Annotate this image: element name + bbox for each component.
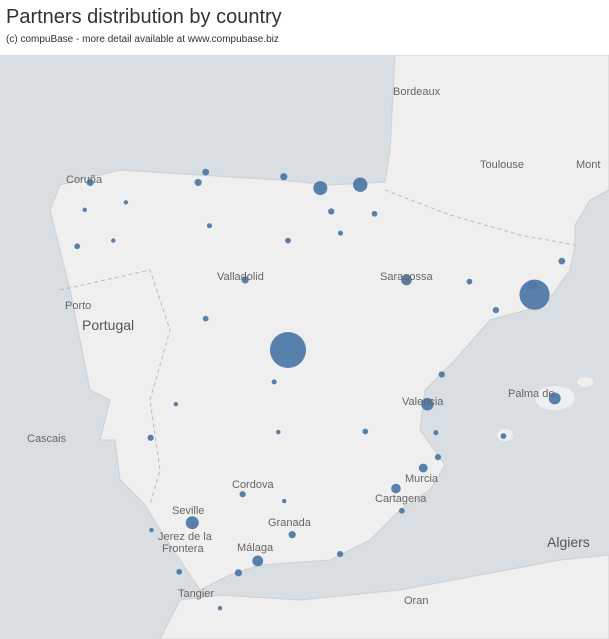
partner-bubble: [418, 463, 428, 473]
partner-bubble: [147, 434, 154, 441]
partner-bubble: [313, 181, 328, 196]
partner-bubble: [398, 507, 405, 514]
place-label: Toulouse: [480, 159, 524, 171]
partner-bubble: [492, 306, 500, 314]
place-label: Mont: [576, 159, 600, 171]
partner-bubble: [86, 178, 94, 187]
place-label: Tangier: [178, 588, 214, 600]
place-label: Algiers: [547, 534, 590, 550]
partner-bubble: [149, 527, 154, 533]
partner-bubble: [527, 281, 537, 291]
partner-bubble: [74, 243, 81, 250]
partner-bubble: [466, 278, 473, 285]
partner-bubble: [269, 331, 307, 369]
partner-bubble: [362, 428, 369, 435]
partner-bubble: [202, 168, 210, 176]
partner-bubble: [271, 379, 277, 385]
place-label: Jerez de la: [158, 531, 213, 543]
partner-bubble: [111, 238, 116, 243]
place-label: Saragossa: [380, 271, 433, 283]
title: Partners distribution by country: [6, 6, 282, 28]
partner-bubble: [217, 606, 223, 611]
place-label: Valencia: [402, 396, 444, 408]
place-label: Coruña: [66, 174, 103, 186]
place-label: Porto: [65, 300, 91, 312]
partner-bubble: [280, 173, 288, 181]
partner-bubble: [548, 392, 561, 405]
partner-bubble: [371, 210, 378, 217]
partner-bubble: [421, 397, 434, 411]
partner-bubble: [252, 555, 264, 567]
place-label: Cartagena: [375, 493, 427, 505]
place-label: Cascais: [27, 433, 67, 445]
partner-bubble: [328, 208, 335, 215]
place-label: Málaga: [237, 542, 274, 554]
partner-bubble: [434, 454, 442, 461]
partner-bubble: [239, 491, 246, 498]
partner-bubble: [123, 200, 129, 205]
partner-bubble: [276, 429, 281, 435]
partner-bubble: [336, 550, 344, 558]
partner-bubble: [173, 401, 179, 407]
africa: [159, 554, 609, 639]
border: [59, 269, 171, 506]
map: Bordeaux Toulouse Mont Coruña Valladolid…: [0, 55, 609, 639]
partner-bubble: [194, 178, 202, 187]
place-label: Portugal: [82, 317, 134, 333]
place-label: Bordeaux: [393, 86, 441, 98]
partner-bubble: [288, 531, 296, 539]
partner-bubble: [337, 230, 344, 236]
place-label: Frontera: [162, 543, 204, 555]
partner-bubble: [353, 177, 368, 192]
place-label: Cordova: [232, 479, 274, 491]
place-label: Palma de: [508, 388, 554, 400]
island: [577, 377, 593, 387]
partner-bubble: [285, 237, 291, 244]
partner-bubble: [438, 371, 445, 378]
place-label: Valladolid: [217, 271, 264, 283]
partner-bubble: [433, 430, 439, 436]
partner-bubble: [234, 569, 243, 577]
partner-bubble: [185, 516, 199, 530]
border: [384, 189, 576, 246]
partner-bubble: [500, 433, 507, 439]
bubbles: [74, 168, 566, 611]
place-label: Murcia: [405, 473, 439, 485]
place-label: Seville: [172, 505, 204, 517]
partner-bubble: [401, 274, 412, 286]
subtitle: (c) compuBase - more detail available at…: [6, 34, 279, 45]
partner-bubble: [82, 207, 87, 212]
labels: Bordeaux Toulouse Mont Coruña Valladolid…: [27, 86, 600, 607]
place-label: Granada: [268, 517, 312, 529]
partner-bubble: [282, 498, 287, 504]
partner-bubble: [206, 223, 213, 229]
partner-bubble: [519, 279, 550, 310]
place-label: Oran: [404, 595, 428, 607]
partner-bubble: [391, 483, 401, 494]
partner-bubble: [202, 315, 209, 322]
partner-bubble: [176, 568, 183, 575]
partner-bubble: [241, 276, 249, 284]
partner-bubble: [558, 257, 566, 265]
land: [49, 55, 609, 591]
